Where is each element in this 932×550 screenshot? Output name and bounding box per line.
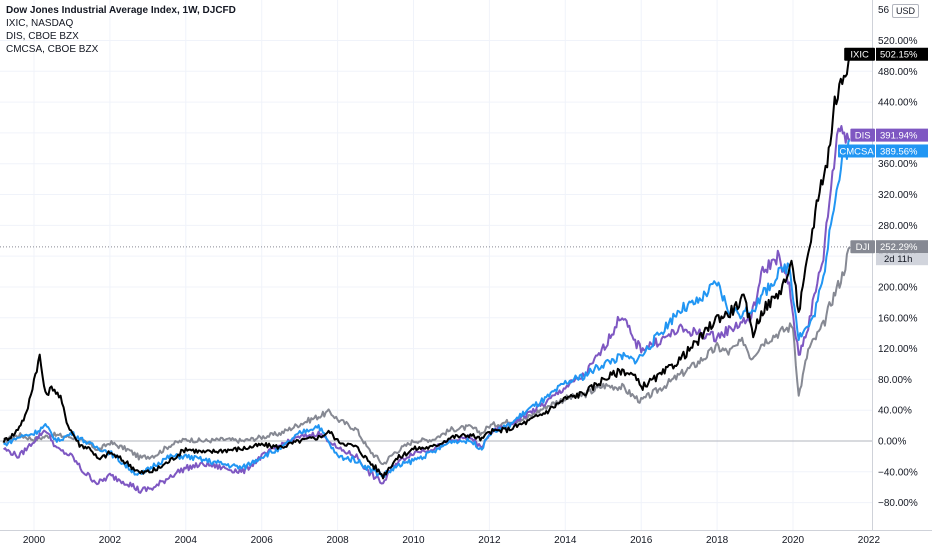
x-tick-label: 2014: [554, 535, 577, 546]
x-tick-label: 2008: [326, 535, 349, 546]
series-line-dji: [3, 246, 851, 466]
price-tag-symbol: DJI: [856, 242, 870, 253]
y-tick-label: 40.00%: [878, 406, 912, 417]
price-tag-value-bg: [876, 47, 928, 61]
x-tick-label: 2018: [706, 535, 729, 546]
price-tag-dis: DIS 391.94%: [850, 128, 928, 142]
price-tag-symbol-bg: [844, 47, 875, 61]
legend-item-dis[interactable]: DIS, CBOE BZX: [6, 31, 79, 42]
currency-label[interactable]: USD: [892, 4, 920, 18]
price-tag-ixic: IXIC 502.15%: [844, 47, 928, 61]
chart-series: [2, 54, 851, 494]
price-tag-symbol: IXIC: [850, 50, 869, 61]
price-tag-value: 391.94%: [880, 131, 918, 142]
y-tick-label: 320.00%: [878, 190, 918, 201]
chart-grid: [0, 0, 872, 530]
x-tick-label: 2020: [782, 535, 805, 546]
price-tag-symbol-bg: [850, 128, 875, 142]
legend-item-cmcsa[interactable]: CMCSA, CBOE BZX: [6, 44, 99, 55]
price-tags: IXIC 502.15% DIS 391.94% CMCSA 389.56% DJI 252.…: [838, 47, 928, 266]
x-tick-label: 2010: [402, 535, 425, 546]
price-tag-value: 389.56%: [880, 146, 918, 157]
price-tag-dji: DJI 252.29%2d 11h: [850, 240, 928, 266]
legend-main-symbol[interactable]: Dow Jones Industrial Average Index, 1W, …: [6, 5, 236, 16]
y-tick-label: 200.00%: [878, 282, 918, 293]
price-tag-countdown: 2d 11h: [884, 254, 912, 265]
y-tick-label: 280.00%: [878, 221, 918, 232]
x-tick-label: 2000: [23, 535, 46, 546]
price-tag-value: 502.15%: [880, 50, 918, 61]
y-tick-label: 480.00%: [878, 67, 918, 78]
y-tick-label: −80.00%: [878, 498, 918, 509]
y-tick-label: 0.00%: [878, 437, 906, 448]
x-tick-label: 2006: [251, 535, 274, 546]
y-tick-label: 160.00%: [878, 313, 918, 324]
price-tag-value-bg: [876, 144, 928, 158]
y-tick-label-partial: 56: [878, 5, 890, 16]
x-tick-label: 2016: [630, 535, 653, 546]
price-tag-value-bg: [876, 240, 928, 254]
series-line-dis: [3, 125, 851, 494]
legend-item-ixic[interactable]: IXIC, NASDAQ: [6, 18, 74, 29]
x-tick-label: 2002: [99, 535, 122, 546]
price-tag-countdown-bg: [876, 253, 928, 266]
price-tag-symbol-bg: [850, 240, 875, 254]
price-tag-symbol-bg: [838, 144, 875, 158]
y-tick-label: 520.00%: [878, 36, 918, 47]
chart-legend: Dow Jones Industrial Average Index, 1W, …: [6, 4, 236, 56]
price-tag-value: 252.29%: [880, 242, 918, 253]
y-tick-label: 440.00%: [878, 98, 918, 109]
price-tag-value-bg: [876, 128, 928, 142]
x-tick-label: 2012: [478, 535, 501, 546]
price-tag-symbol: CMCSA: [839, 146, 874, 157]
y-tick-label: 80.00%: [878, 375, 912, 386]
y-tick-label: 120.00%: [878, 344, 918, 355]
x-tick-label-partial: 2022: [858, 535, 881, 546]
series-line-cmcsa: [3, 139, 851, 478]
x-tick-label: 2004: [175, 535, 198, 546]
price-tag-symbol: DIS: [855, 131, 871, 142]
series-line-ixic: [2, 54, 851, 480]
price-tag-cmcsa: CMCSA 389.56%: [838, 144, 928, 158]
y-tick-label: 360.00%: [878, 159, 918, 170]
y-tick-label: −40.00%: [878, 467, 918, 478]
